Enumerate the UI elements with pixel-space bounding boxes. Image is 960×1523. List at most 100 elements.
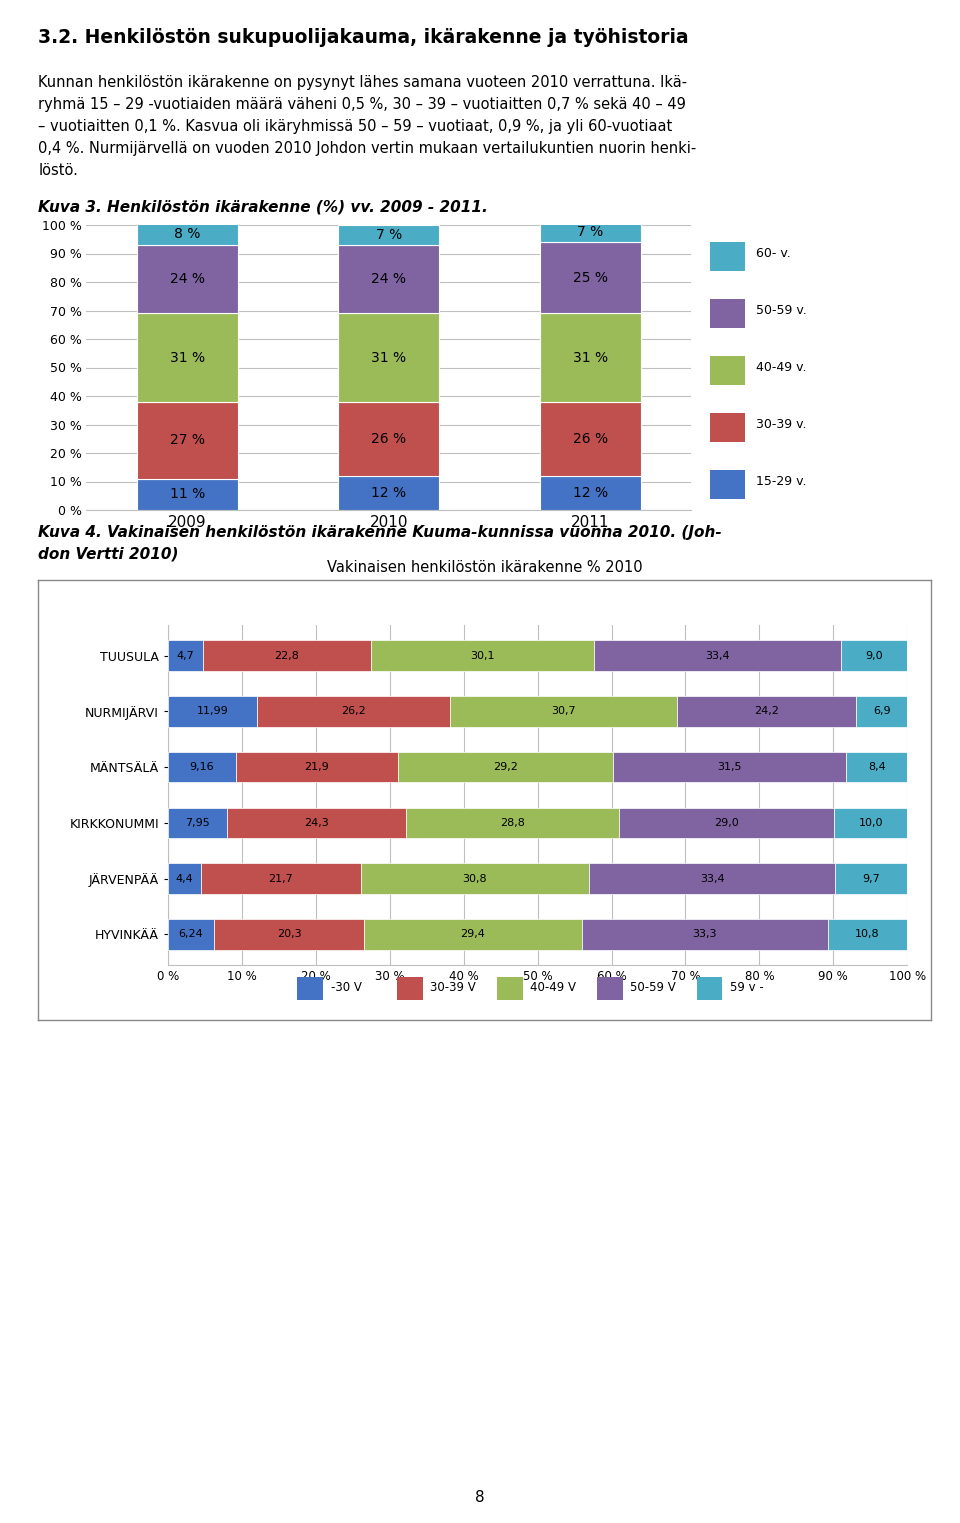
Bar: [137, 222, 238, 245]
Bar: [372, 641, 594, 672]
Text: 33,4: 33,4: [705, 650, 730, 661]
Bar: [397, 752, 613, 783]
Bar: [847, 752, 908, 783]
Text: -30 V: -30 V: [330, 981, 362, 995]
Bar: [588, 864, 835, 894]
Text: 25 %: 25 %: [573, 271, 608, 285]
Text: 26 %: 26 %: [573, 431, 608, 446]
Bar: [168, 641, 203, 672]
Bar: [619, 807, 833, 838]
Bar: [137, 314, 238, 402]
Text: 24,2: 24,2: [755, 707, 780, 716]
Text: – vuotiaitten 0,1 %. Kasvua oli ikäryhmissä 50 – 59 – vuotiaat, 0,9 %, ja yli 60: – vuotiaitten 0,1 %. Kasvua oli ikäryhmi…: [38, 119, 673, 134]
Text: 3.2. Henkilöstön sukupuolijakauma, ikärakenne ja työhistoria: 3.2. Henkilöstön sukupuolijakauma, ikära…: [38, 27, 689, 47]
Text: 8,4: 8,4: [869, 762, 886, 772]
Text: 29,4: 29,4: [461, 929, 486, 940]
Bar: [364, 918, 582, 949]
Text: don Vertti 2010): don Vertti 2010): [38, 547, 179, 562]
Text: 20,3: 20,3: [276, 929, 301, 940]
Bar: [227, 807, 406, 838]
Bar: [256, 696, 450, 726]
Bar: [828, 918, 907, 949]
Text: Kuva 4. Vakinaisen henkilöstön ikärakenne Kuuma-kunnissa vuonna 2010. (Joh-: Kuva 4. Vakinaisen henkilöstön ikärakenn…: [38, 525, 722, 541]
Text: 31,5: 31,5: [718, 762, 742, 772]
Text: 33,3: 33,3: [692, 929, 717, 940]
Text: 59 v -: 59 v -: [730, 981, 763, 995]
Bar: [497, 976, 523, 999]
Text: Kuva 3. Henkilöstön ikärakenne (%) vv. 2009 - 2011.: Kuva 3. Henkilöstön ikärakenne (%) vv. 2…: [38, 200, 488, 215]
Text: 21,9: 21,9: [304, 762, 329, 772]
Text: 9,16: 9,16: [189, 762, 214, 772]
Bar: [835, 864, 907, 894]
Bar: [137, 245, 238, 314]
Bar: [540, 475, 641, 510]
Bar: [338, 402, 439, 475]
Bar: [540, 222, 641, 242]
Bar: [338, 245, 439, 314]
Bar: [168, 807, 227, 838]
Text: 9,7: 9,7: [862, 874, 880, 883]
Bar: [361, 864, 588, 894]
Text: 24 %: 24 %: [372, 273, 406, 286]
Text: 30,8: 30,8: [463, 874, 487, 883]
Bar: [168, 696, 256, 726]
Bar: [168, 752, 236, 783]
Text: 11,99: 11,99: [197, 707, 228, 716]
Bar: [137, 478, 238, 510]
Bar: [168, 918, 214, 949]
Bar: [710, 242, 745, 271]
Text: 24,3: 24,3: [304, 818, 329, 829]
Text: 27 %: 27 %: [170, 433, 204, 448]
Text: 22,8: 22,8: [275, 650, 300, 661]
Bar: [397, 976, 423, 999]
Text: 26 %: 26 %: [372, 431, 406, 446]
Text: Kunnan henkilöstön ikärakenne on pysynyt lähes samana vuoteen 2010 verrattuna. I: Kunnan henkilöstön ikärakenne on pysynyt…: [38, 75, 687, 90]
Text: 31 %: 31 %: [170, 350, 204, 364]
Title: Vakinaisen henkilöstön ikärakenne % 2010: Vakinaisen henkilöstön ikärakenne % 2010: [327, 559, 642, 574]
Bar: [710, 299, 745, 327]
Bar: [710, 356, 745, 385]
Bar: [710, 471, 745, 498]
Text: 30-39 V: 30-39 V: [430, 981, 476, 995]
Bar: [841, 641, 907, 672]
Bar: [406, 807, 619, 838]
Text: 4,4: 4,4: [176, 874, 193, 883]
Bar: [201, 864, 361, 894]
Bar: [214, 918, 364, 949]
Bar: [613, 752, 847, 783]
Bar: [677, 696, 856, 726]
Text: 31 %: 31 %: [372, 350, 406, 364]
Text: 50-59 V: 50-59 V: [630, 981, 676, 995]
Text: 29,0: 29,0: [714, 818, 739, 829]
Text: 7 %: 7 %: [577, 225, 604, 239]
Text: 9,0: 9,0: [865, 650, 883, 661]
Bar: [203, 641, 372, 672]
Text: 10,8: 10,8: [855, 929, 880, 940]
Text: 31 %: 31 %: [573, 350, 608, 364]
Bar: [540, 314, 641, 402]
Bar: [298, 976, 324, 999]
Bar: [338, 225, 439, 245]
Text: 30-39 v.: 30-39 v.: [756, 417, 807, 431]
Bar: [540, 402, 641, 475]
Bar: [833, 807, 907, 838]
Bar: [338, 475, 439, 510]
Text: 7,95: 7,95: [185, 818, 209, 829]
Bar: [594, 641, 841, 672]
Text: 29,2: 29,2: [493, 762, 518, 772]
Bar: [856, 696, 907, 726]
Bar: [137, 402, 238, 478]
Text: 8: 8: [475, 1489, 485, 1505]
Text: 33,4: 33,4: [700, 874, 725, 883]
Bar: [697, 976, 723, 999]
Bar: [540, 242, 641, 314]
Text: 6,9: 6,9: [873, 707, 891, 716]
Bar: [582, 918, 828, 949]
Text: 7 %: 7 %: [375, 228, 402, 242]
Bar: [168, 864, 201, 894]
Bar: [450, 696, 677, 726]
Text: 4,7: 4,7: [177, 650, 194, 661]
Text: 12 %: 12 %: [573, 486, 608, 500]
Text: 40-49 v.: 40-49 v.: [756, 361, 807, 375]
Text: 15-29 v.: 15-29 v.: [756, 475, 807, 487]
